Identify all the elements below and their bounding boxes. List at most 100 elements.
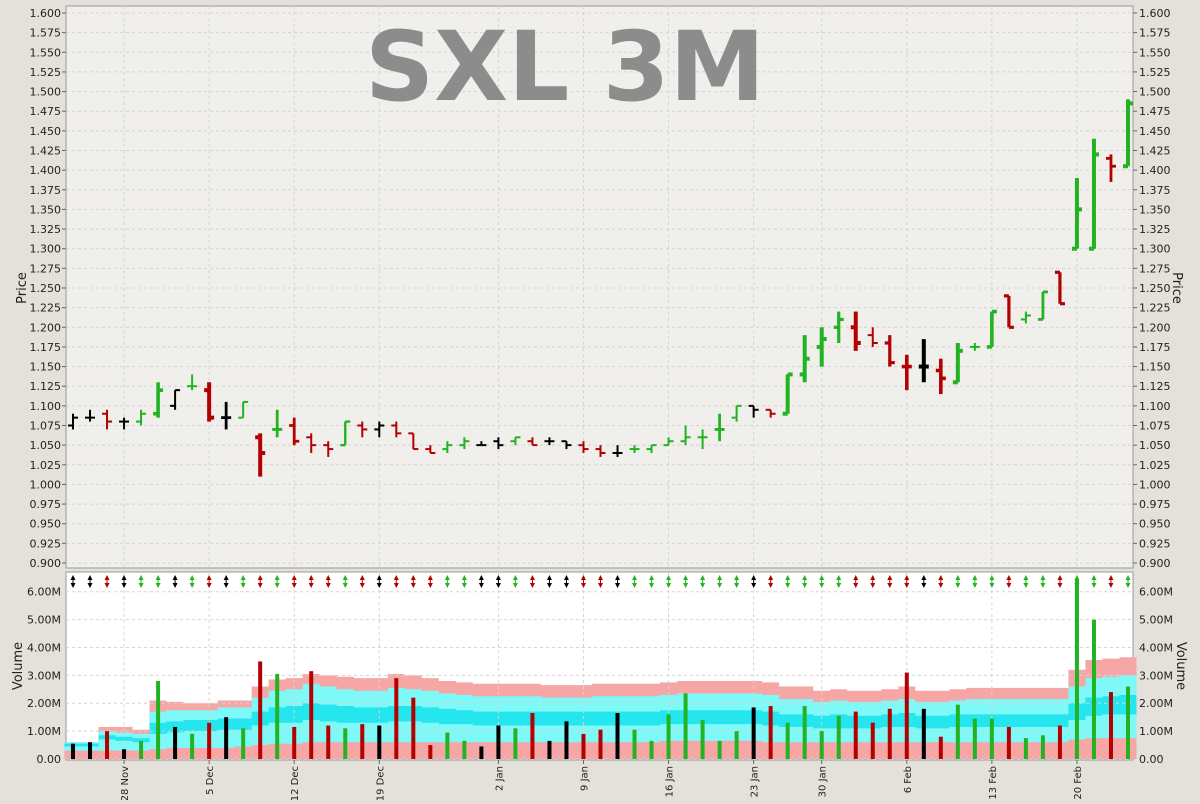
volume-bar [122,749,127,759]
signal-arrow-up [615,575,621,580]
signal-arrow-up [206,575,212,580]
signal-arrow-down [529,583,535,588]
volume-bar [241,728,246,759]
volume-tick-label: 6.00M [1139,586,1173,599]
signal-arrow-down [768,583,774,588]
price-tick-label: 0.925 [1139,537,1171,550]
signal-arrow-down [785,583,791,588]
volume-bar [632,729,637,759]
volume-bar [445,732,450,759]
price-tick-label: 1.050 [30,439,62,452]
signal-arrow-down [972,583,978,588]
signal-arrow-down [649,583,655,588]
price-tick-label: 1.075 [1139,420,1171,433]
price-tick-label: 0.900 [1139,557,1171,570]
price-ticks-left: 0.900 0.925 0.950 0.975 1.000 1.025 1.050 1.075… [30,7,66,570]
signal-arrow-up [359,575,365,580]
volume-bar [1023,738,1028,759]
signal-arrow-up [70,575,76,580]
volume-bar [88,742,93,759]
volume-bar [785,722,790,759]
volume-bar [156,680,161,759]
price-tick-label: 1.375 [1139,184,1171,197]
signal-arrow-up [410,575,416,580]
signal-arrow-down [904,583,910,588]
signal-arrow-down [955,583,961,588]
signal-arrow-down [257,583,263,588]
price-tick-label: 1.300 [30,243,62,256]
signal-arrow-down [121,583,127,588]
volume-bar [1091,619,1096,759]
signal-arrow-up [461,575,467,580]
signal-arrow-up [1040,575,1046,580]
price-tick-label: 1.250 [1139,282,1171,295]
signal-arrow-down [223,583,229,588]
price-tick-label: 1.025 [1139,459,1171,472]
signal-arrow-up [1125,575,1131,580]
volume-bars [71,579,1130,759]
price-tick-label: 1.400 [30,164,62,177]
volume-bar [462,740,467,759]
volume-bar [326,725,331,759]
volume-bar [190,733,195,759]
volume-bar [870,722,875,759]
signal-arrow-down [853,583,859,588]
volume-tick-label: 2.00M [27,697,61,710]
volume-bar [564,721,569,759]
volume-tick-label: 0.00 [37,753,62,766]
volume-bar [224,717,229,759]
signal-arrow-up [121,575,127,580]
x-tick-label: 6 Feb [903,766,914,793]
volume-bar [1126,686,1130,759]
signal-arrow-up [546,575,552,580]
price-tick-label: 1.500 [30,86,62,99]
signal-arrow-up [819,575,825,580]
signal-arrow-up [223,575,229,580]
price-tick-label: 1.350 [30,203,62,216]
signal-arrow-up [904,575,910,580]
volume-bar [921,708,926,759]
signal-arrow-up [1074,575,1080,580]
x-axis-ticks: 28 Nov 5 Dec 12 Dec 19 Dec 2 Jan 9 Jan 16 Jan 2… [120,760,1084,801]
signal-arrow-down [1057,583,1063,588]
price-tick-label: 1.225 [30,302,62,315]
signal-arrow-down [393,583,399,588]
signal-arrow-down [717,583,723,588]
price-tick-label: 1.525 [30,66,62,79]
price-tick-label: 1.125 [1139,380,1171,393]
x-tick-label: 2 Jan [494,766,505,791]
signal-arrow-down [666,583,672,588]
x-tick-label: 9 Jan [579,766,590,791]
volume-bar [615,713,620,759]
signal-arrow-down [172,583,178,588]
price-bars [68,99,1133,477]
signal-arrow-up [955,575,961,580]
signal-arrow-down [104,583,110,588]
signal-arrow-down [291,583,297,588]
volume-bar [309,671,314,759]
signal-arrow-down [1006,583,1012,588]
volume-bar [428,745,433,759]
volume-bar [479,746,484,759]
volume-bar [717,740,722,759]
signal-arrow-down [359,583,365,588]
volume-bar [1006,726,1011,759]
signal-arrow-up [1057,575,1063,580]
signal-arrow-down [155,583,161,588]
volume-ticks-left: 0.00 1.00M 2.00M 3.00M 4.00M 5.00M 6.00M [27,586,61,766]
volume-bar [1040,735,1045,759]
volume-bar [513,728,518,759]
volume-bar [105,731,110,759]
signal-arrow-down [989,583,995,588]
signal-arrow-down [938,583,944,588]
signal-arrow-up [649,575,655,580]
volume-tick-label: 1.00M [1139,725,1173,738]
signal-arrow-down [512,583,518,588]
price-tick-label: 1.425 [30,145,62,158]
signal-arrow-down [546,583,552,588]
x-tick-label: 20 Feb [1073,766,1084,800]
price-tick-label: 1.100 [1139,400,1171,413]
price-tick-label: 1.575 [30,27,62,40]
price-tick-label: 0.925 [30,537,62,550]
